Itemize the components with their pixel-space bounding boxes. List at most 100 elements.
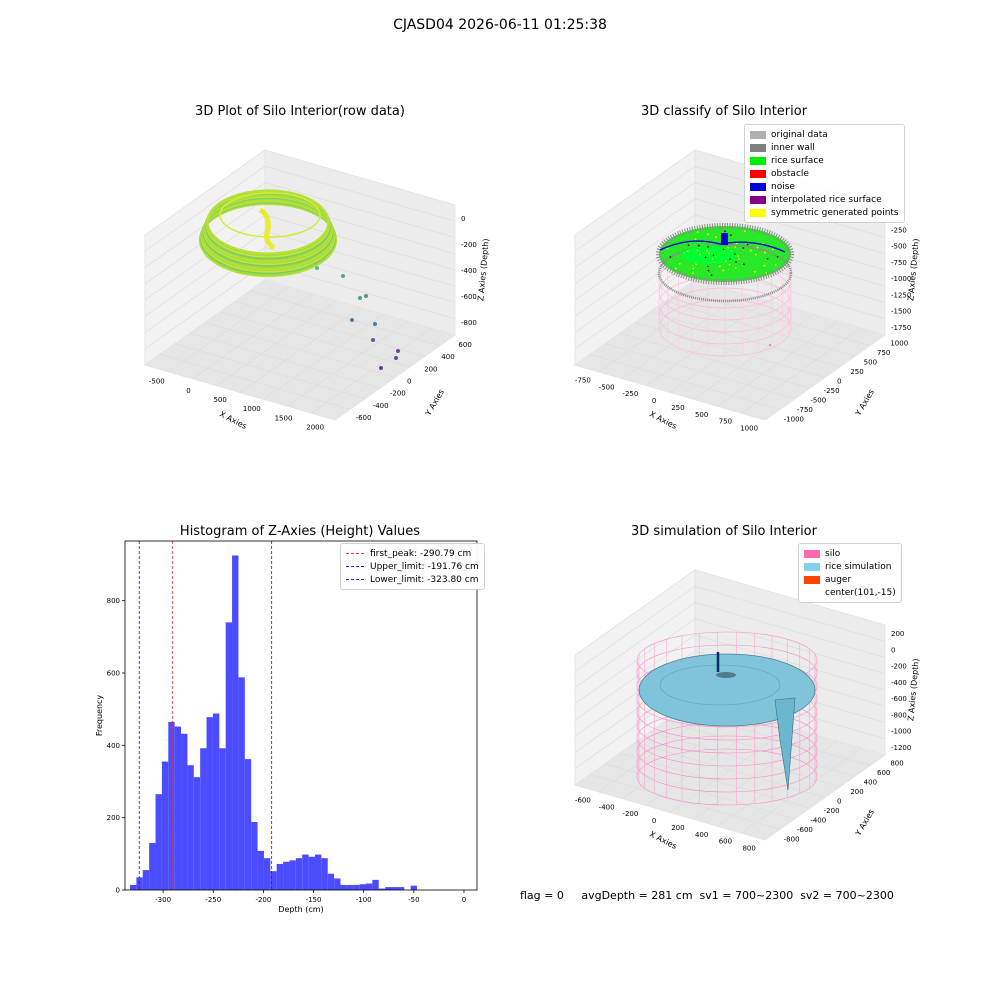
back-grid-line — [694, 585, 886, 642]
histogram-bar — [289, 860, 296, 890]
histogram-bar — [161, 761, 169, 890]
left-grid-line — [574, 634, 696, 721]
legend-entry: rice surface — [750, 154, 899, 167]
classified-point — [742, 247, 745, 250]
histogram-title: Histogram of Z-Axies (Height) Values — [179, 524, 421, 539]
y-tick-label: 400 — [441, 353, 454, 361]
y-tick-label: 250 — [850, 368, 863, 376]
floor-grid-line — [649, 311, 841, 368]
back-grid-line — [694, 198, 886, 255]
back-grid-line — [694, 214, 886, 271]
histogram-bar — [251, 822, 258, 890]
histogram-bar — [397, 887, 405, 890]
histogram-bar — [321, 858, 328, 890]
z-tick-label: -250 — [891, 226, 907, 234]
y-tick-label: -200 — [390, 390, 406, 398]
z-axis-label: Z Axies (Depth) — [906, 658, 920, 721]
raw-plot-title: 3D Plot of Silo Interior(row data) — [195, 104, 405, 119]
x-tick-label: -200 — [622, 810, 638, 818]
raw-ring-band — [206, 189, 330, 255]
legend-swatch — [804, 549, 820, 558]
floor-grid-line — [717, 740, 838, 827]
histogram-bar — [295, 858, 303, 890]
classified-point — [734, 253, 736, 255]
raw-outlier-point — [394, 356, 398, 360]
x-tick-label: 1000 — [243, 405, 261, 413]
floor-grid-line — [664, 300, 856, 357]
y-tick-label: 400 — [864, 779, 877, 787]
histogram-bar — [149, 842, 156, 890]
classified-point — [697, 244, 700, 247]
z-tick-label: -500 — [891, 243, 907, 251]
raw-outlier-point — [358, 296, 362, 300]
raw-outlier-point — [373, 322, 377, 326]
x-tick-label: -250 — [622, 390, 638, 398]
legend-swatch — [346, 566, 364, 567]
classified-point — [674, 267, 677, 270]
x-tick-label: 200 — [671, 824, 684, 832]
x-tick-label: -200 — [255, 896, 271, 904]
z-tick-label: -750 — [891, 259, 907, 267]
back-grid-line — [694, 634, 886, 691]
y-tick-label: 800 — [890, 760, 903, 768]
legend-label: first_peak: -290.79 cm — [370, 548, 472, 559]
raw-outlier-point — [364, 294, 368, 298]
legend-entry: inner wall — [750, 141, 899, 154]
y-tick-label: 0 — [837, 798, 841, 806]
floor-grid-line — [664, 720, 856, 777]
y-tick-label: 800 — [107, 597, 120, 605]
classified-point — [746, 243, 749, 246]
raw-outlier-point — [396, 349, 400, 353]
legend-entry: symmetric generated points — [750, 206, 899, 219]
legend-swatch — [804, 575, 820, 584]
floor-grid-line — [693, 314, 814, 400]
z-axis-label: Z Axies (Depth) — [906, 238, 920, 301]
z-tick-label: -800 — [461, 319, 477, 327]
x-tick-label: -250 — [205, 896, 221, 904]
classified-point — [765, 271, 768, 274]
floor-grid-line — [741, 327, 862, 414]
back-grid-line — [264, 214, 456, 271]
classified-point — [737, 255, 740, 257]
histogram-bar — [168, 721, 175, 890]
histogram-bar — [346, 884, 354, 890]
histogram-bar — [193, 777, 201, 890]
legend-label: center(101,-15) — [825, 587, 896, 598]
figure-title: CJASD04 2026-06-11 01:25:38 — [393, 17, 607, 33]
classified-point — [687, 244, 690, 247]
classified-point — [710, 274, 713, 276]
classified-point — [755, 253, 757, 256]
z-tick-label: -1750 — [891, 324, 911, 332]
classify-plot-title: 3D classify of Silo Interior — [640, 104, 808, 119]
floor-grid-line — [717, 320, 838, 407]
rice-mesh-line — [659, 664, 781, 706]
classified-point — [694, 238, 697, 241]
classified-point — [711, 257, 714, 260]
y-tick-label: -1000 — [784, 415, 804, 423]
z-axis-label: Z Axies (Depth) — [476, 238, 490, 301]
floor-grid-line — [693, 734, 814, 820]
classified-point — [735, 261, 737, 263]
floor-grid-line — [634, 322, 826, 378]
classified-point — [722, 248, 725, 251]
histogram-bar — [353, 884, 360, 890]
floor-grid-line — [234, 300, 426, 357]
histogram-bar — [263, 858, 271, 890]
legend-swatch — [346, 553, 364, 554]
left-grid-line — [144, 165, 266, 252]
floor-grid-line — [741, 747, 862, 834]
classified-point — [707, 269, 710, 272]
classified-point — [742, 263, 745, 266]
classified-point — [692, 267, 695, 270]
histogram-bar — [410, 885, 418, 890]
back-grid-line — [694, 618, 886, 675]
y-tick-label: 500 — [864, 359, 877, 367]
floor-grid-line — [287, 320, 408, 407]
classified-point — [706, 233, 709, 236]
classified-point — [774, 264, 777, 266]
classified-point — [686, 250, 689, 253]
classified-point — [722, 269, 725, 272]
histogram-bar — [327, 873, 335, 890]
histogram-bar — [174, 726, 182, 890]
